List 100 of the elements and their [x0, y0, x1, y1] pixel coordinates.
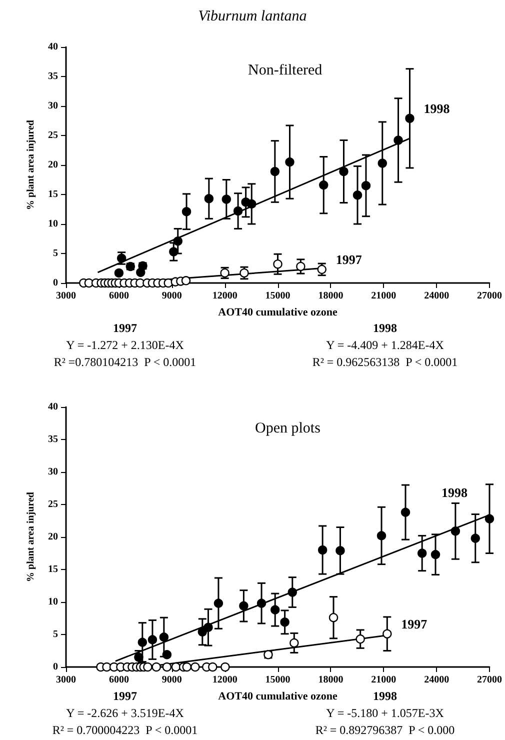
point [319, 180, 328, 190]
point [162, 650, 172, 660]
y-tick-label: 25 [48, 130, 58, 141]
x-tick-label: 12000 [212, 290, 238, 302]
point [198, 627, 207, 636]
text: 1998 [373, 689, 397, 703]
x-tick-label: 27000 [477, 290, 502, 302]
y-tick-label: 25 [48, 499, 58, 510]
point [382, 629, 392, 638]
point [182, 662, 192, 672]
x-tick-label: 15000 [265, 290, 290, 302]
point [418, 548, 427, 558]
y-tick-label: 40 [48, 42, 58, 52]
point [214, 598, 224, 608]
text: 1997 [113, 321, 137, 335]
x-tick-label: 24000 [424, 674, 450, 686]
point [148, 635, 158, 644]
point [280, 618, 290, 627]
x-tick-label: 3000 [56, 290, 76, 302]
text: R² = 0.892796387 P < 0.000 [315, 723, 455, 737]
point [204, 194, 214, 204]
point [208, 662, 218, 672]
y-tick-label: 40 [48, 402, 58, 412]
series-label: 1997 [401, 616, 428, 632]
point [405, 114, 414, 123]
series-label: 1998 [424, 100, 450, 116]
text: R² = 0.700004223 P < 0.0001 [52, 723, 198, 737]
y-tick-label: 5 [53, 248, 58, 259]
x-tick-label: 21000 [371, 674, 396, 686]
text: Open plots [255, 420, 321, 436]
point [273, 260, 282, 269]
point [143, 662, 152, 672]
point [181, 276, 191, 286]
chart-title: Viburnum lantana [198, 8, 307, 24]
x-tick-label: 18000 [318, 290, 344, 302]
point [220, 662, 230, 672]
point [270, 166, 280, 176]
y-tick-label: 0 [53, 662, 58, 672]
point [159, 632, 169, 642]
point [239, 601, 248, 610]
y-tick-label: 30 [48, 466, 58, 478]
point [114, 268, 124, 278]
x-tick-label: 15000 [265, 674, 290, 686]
y-tick-label: 35 [48, 434, 58, 445]
x-tick-label: 12000 [212, 674, 238, 686]
point [470, 534, 480, 543]
point [222, 194, 231, 204]
point [352, 190, 362, 200]
point [173, 236, 182, 246]
y-tick-label: 35 [48, 71, 58, 82]
point [233, 206, 243, 216]
point [318, 545, 328, 555]
point [270, 605, 280, 614]
y-tick-label: 30 [48, 100, 58, 112]
x-tick-label: 27000 [477, 674, 502, 686]
point [288, 588, 297, 597]
x-tick-label: 6000 [108, 290, 129, 302]
y-tick-label: 10 [48, 596, 58, 608]
text: 1997 [113, 689, 137, 703]
point [356, 634, 365, 644]
text: R² = 0.962563138 P < 0.0001 [312, 355, 458, 369]
point [430, 550, 440, 560]
point [256, 598, 266, 608]
text: Y = -2.626 + 3.519E-4X [66, 706, 184, 720]
point [169, 247, 178, 256]
text: 1998 [373, 321, 397, 335]
series-label: 1997 [336, 252, 362, 267]
point [204, 622, 213, 632]
x-tick-label: 9000 [162, 290, 182, 302]
y-tick-label: 0 [53, 278, 58, 288]
point [171, 662, 181, 672]
series-label: 1998 [442, 484, 468, 500]
point [339, 166, 348, 176]
y-tick-label: 5 [53, 629, 58, 640]
point [376, 531, 386, 540]
x-tick-label: 6000 [108, 674, 129, 686]
text: R² =0.780104213 P < 0.0001 [54, 355, 196, 369]
text: Y = -5.180 + 1.057E-3X [326, 706, 444, 720]
x-tick-label: 21000 [371, 290, 396, 302]
y-tick-label: 20 [48, 532, 58, 542]
point [328, 613, 338, 622]
y-tick-label: 15 [48, 564, 58, 575]
x-axis-title: AOT40 cumulative ozone [218, 690, 338, 702]
point [134, 652, 144, 662]
point [285, 157, 294, 167]
x-tick-label: 9000 [162, 674, 182, 686]
x-tick-label: 18000 [318, 674, 344, 686]
y-axis-title: % plant area injured [26, 492, 36, 582]
y-tick-label: 10 [48, 218, 58, 230]
point [400, 508, 410, 517]
y-tick-label: 20 [48, 160, 58, 170]
text: Non-filtered [248, 62, 323, 78]
point [290, 638, 299, 648]
x-axis-title: AOT40 cumulative ozone [218, 306, 338, 318]
point [296, 262, 306, 272]
point [190, 662, 200, 672]
y-axis-title: % plant area injured [26, 120, 36, 210]
text: Y = -4.409 + 1.284E-4X [326, 338, 444, 352]
point [152, 662, 161, 672]
point [361, 181, 371, 190]
